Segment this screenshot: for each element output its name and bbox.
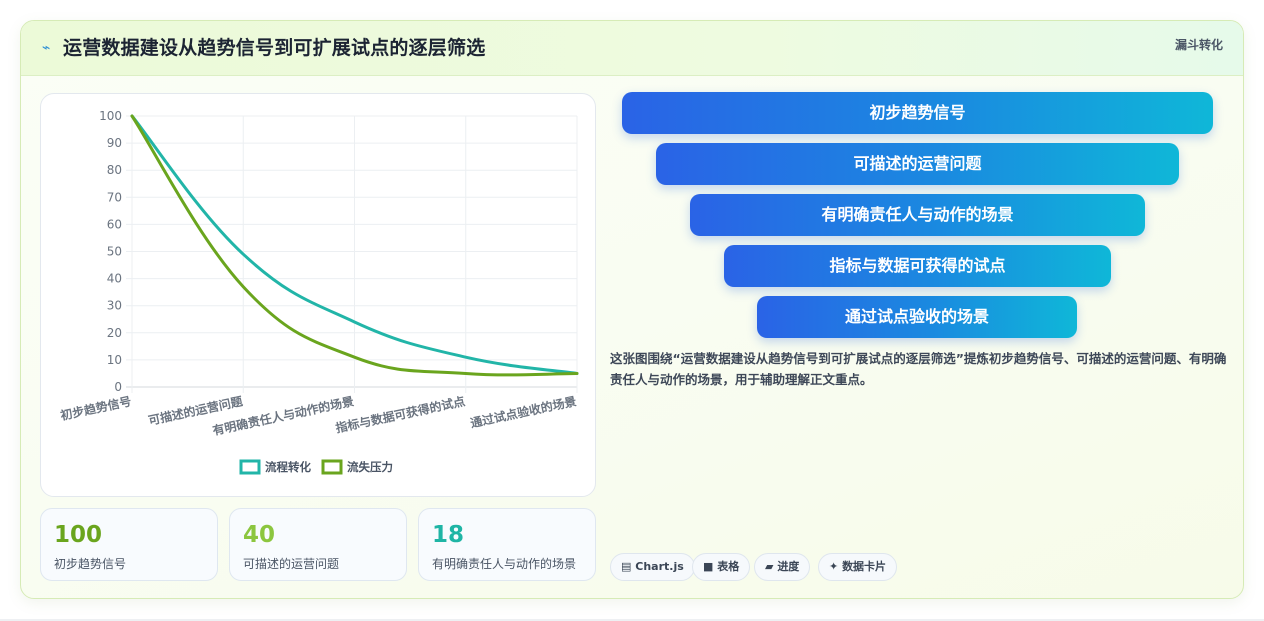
stat-label: 初步趋势信号 <box>54 557 127 571</box>
y-tick-label: 40 <box>107 272 122 286</box>
funnel-stage-5: 通过试点验收的场景 <box>757 296 1077 338</box>
series-line-1 <box>130 114 579 375</box>
legend-label: 流程转化 <box>265 460 311 474</box>
chart-icon: ▤ <box>621 560 632 573</box>
bottom-divider <box>0 619 1264 621</box>
funnel-card: ⌁ 运营数据建设从趋势信号到可扩展试点的逐层筛选 漏斗转化 0 10 20 30 40 5… <box>20 20 1244 599</box>
y-tick-label: 30 <box>107 299 122 313</box>
chip-data-card[interactable]: ✦ 数据卡片 <box>818 553 898 581</box>
x-tick-label: 通过试点验收的场景 <box>469 393 578 430</box>
page-title: 运营数据建设从趋势信号到可扩展试点的逐层筛选 <box>63 37 486 59</box>
funnel-stage-2: 可描述的运营问题 <box>656 143 1179 185</box>
funnel-stage-4: 指标与数据可获得的试点 <box>724 245 1111 287</box>
y-tick-label: 100 <box>99 109 122 123</box>
stat-label: 可描述的运营问题 <box>243 557 340 571</box>
chip-label: 进度 <box>777 560 800 573</box>
table-icon: ■ <box>703 560 714 573</box>
funnel-tag: 漏斗转化 <box>1174 38 1223 52</box>
y-tick-label: 20 <box>107 326 122 340</box>
progress-icon: ▰ <box>765 560 774 573</box>
legend-swatch <box>239 459 261 475</box>
y-tick-label: 10 <box>107 353 122 367</box>
x-tick-label: 初步趋势信号 <box>59 393 133 423</box>
stat-card-2: 40 可描述的运营问题 <box>229 508 407 581</box>
sparkle-icon: ✦ <box>829 560 839 573</box>
y-tick-label: 0 <box>114 380 122 394</box>
stat-value: 100 <box>54 522 103 548</box>
series-line-2 <box>130 114 579 377</box>
chip-label: Chart.js <box>635 560 684 573</box>
y-tick-label: 50 <box>107 245 122 259</box>
description-text: 这张图围绕“运营数据建设从趋势信号到可扩展试点的逐层筛选”提炼初步趋势信号、可描… <box>610 351 1227 387</box>
legend-swatch <box>321 459 343 475</box>
stat-value: 18 <box>432 522 465 548</box>
y-tick-label: 60 <box>107 217 122 231</box>
y-tick-label: 70 <box>107 190 122 204</box>
x-tick-label: 指标与数据可获得的试点 <box>334 393 466 435</box>
chip-label: 数据卡片 <box>842 560 887 573</box>
stat-label: 有明确责任人与动作的场景 <box>432 557 577 571</box>
stat-value: 40 <box>243 522 276 548</box>
legend-label: 流失压力 <box>347 460 393 474</box>
funnel-stage-3: 有明确责任人与动作的场景 <box>690 194 1145 236</box>
y-tick-label: 90 <box>107 136 122 150</box>
chip-table[interactable]: ■ 表格 <box>692 553 751 581</box>
funnel-stage-1: 初步趋势信号 <box>622 92 1213 134</box>
stat-card-1: 100 初步趋势信号 <box>40 508 218 581</box>
chip-chartjs[interactable]: ▤ Chart.js <box>610 553 695 581</box>
chip-label: 表格 <box>717 560 740 573</box>
chip-progress[interactable]: ▰ 进度 <box>754 553 811 581</box>
card-header: ⌁ 运营数据建设从趋势信号到可扩展试点的逐层筛选 漏斗转化 <box>21 21 1243 76</box>
line-chart-panel: 0 10 20 30 40 50 60 70 80 90 100 初步趋势信号 可描述的运营问题 有明确责… <box>40 93 596 497</box>
trend-icon: ⌁ <box>42 40 51 56</box>
stat-card-3: 18 有明确责任人与动作的场景 <box>418 508 596 581</box>
y-tick-label: 80 <box>107 163 122 177</box>
